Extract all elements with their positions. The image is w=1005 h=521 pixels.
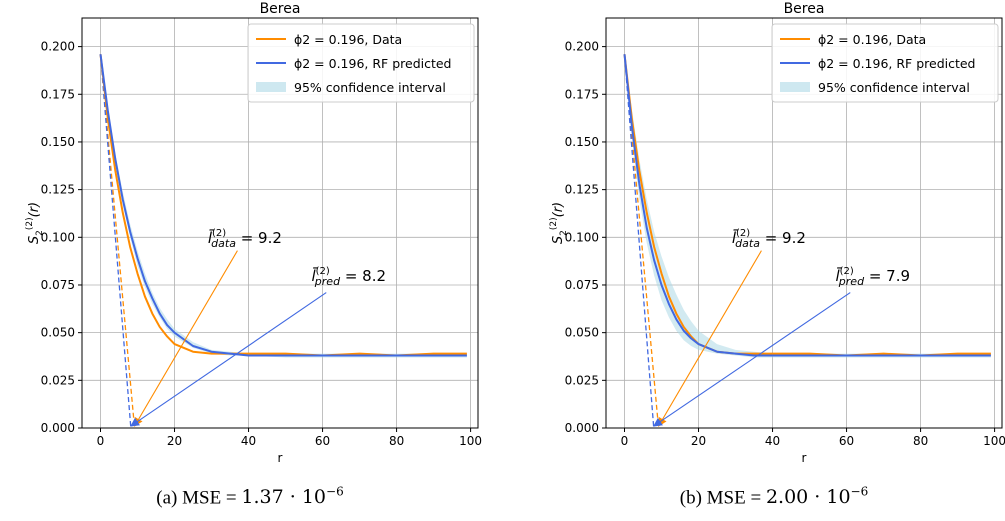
annotation-arrow-a-0: [135, 251, 238, 426]
x-tick-label-b-0: 0: [621, 434, 629, 448]
legend-b: ϕ2 = 0.196, Data ϕ2 = 0.196, RF predicted…: [772, 24, 998, 102]
tangent-line-a-1: [101, 54, 131, 428]
y-tick-label-a-5: 0.125: [41, 183, 75, 197]
y-tick-label-b-8: 0.200: [565, 40, 599, 54]
legend-label-a-1: ϕ2 = 0.196, RF predicted: [294, 56, 452, 71]
x-tick-label-b-4: 80: [913, 434, 928, 448]
x-tick-label-a-4: 80: [389, 434, 404, 448]
y-tick-label-b-0: 0.000: [565, 421, 599, 435]
legend-a: ϕ2 = 0.196, Data ϕ2 = 0.196, RF predicted…: [248, 24, 474, 102]
legend-swatch-b-2: [780, 82, 810, 92]
caption-a: (a) MSE = 1.37 · 10−6: [0, 485, 500, 509]
y-tick-label-b-6: 0.150: [565, 135, 599, 149]
caption-b-dot: · 10: [808, 486, 850, 508]
y-tick-label-a-6: 0.150: [41, 135, 75, 149]
legend-label-b-1: ϕ2 = 0.196, RF predicted: [818, 56, 976, 71]
y-tick-label-a-2: 0.050: [41, 326, 75, 340]
x-tick-label-b-3: 60: [839, 434, 854, 448]
plot-a: Berea l̄(2) data = 9.2 l̄(2) pred = 8.2 0 20 40…: [0, 0, 500, 480]
y-tick-label-a-1: 0.025: [41, 373, 75, 387]
x-tick-label-a-1: 20: [167, 434, 182, 448]
legend-label-b-2: 95% confidence interval: [818, 80, 970, 95]
y-tick-label-b-4: 0.100: [565, 230, 599, 244]
legend-swatch-a-2: [256, 82, 286, 92]
caption-a-exponent: −6: [326, 485, 344, 499]
plot-b: Berea l̄(2) data = 9.2 l̄(2) pred = 7.9 0 20 40…: [524, 0, 1005, 480]
annotation-text-b-0: l̄(2) data = 9.2: [732, 228, 806, 250]
chart-title-b: Berea: [784, 1, 825, 17]
x-axis-label-a: r: [278, 451, 283, 465]
caption-a-dot: · 10: [284, 486, 326, 508]
annotation-text-b-1: l̄(2) pred = 7.9: [835, 266, 910, 288]
caption-b: (b) MSE = 2.00 · 10−6: [524, 485, 1005, 509]
y-tick-label-a-8: 0.200: [41, 40, 75, 54]
caption-a-mantissa: 1.37: [241, 486, 283, 508]
legend-label-b-0: ϕ2 = 0.196, Data: [818, 32, 926, 47]
x-tick-label-b-2: 40: [765, 434, 780, 448]
caption-b-exponent: −6: [851, 485, 869, 499]
y-tick-label-b-7: 0.175: [565, 87, 599, 101]
chart-panel-b: Berea l̄(2) data = 9.2 l̄(2) pred = 7.9 0 20 40…: [524, 0, 1005, 521]
x-tick-label-b-1: 20: [691, 434, 706, 448]
y-tick-label-a-0: 0.000: [41, 421, 75, 435]
y-tick-label-b-2: 0.050: [565, 326, 599, 340]
y-tick-label-b-1: 0.025: [565, 373, 599, 387]
x-tick-label-a-0: 0: [97, 434, 105, 448]
x-tick-label-a-2: 40: [241, 434, 256, 448]
annotation-arrow-b-0: [659, 251, 762, 426]
x-tick-label-b-5: 100: [983, 434, 1005, 448]
y-tick-label-a-4: 0.100: [41, 230, 75, 244]
chart-panel-a: Berea l̄(2) data = 9.2 l̄(2) pred = 8.2 0 20 40…: [0, 0, 500, 521]
annotation-text-a-1: l̄(2) pred = 8.2: [311, 266, 386, 288]
y-tick-label-b-5: 0.125: [565, 183, 599, 197]
caption-b-prefix: (b) MSE =: [680, 487, 766, 508]
legend-label-a-2: 95% confidence interval: [294, 80, 446, 95]
chart-title-a: Berea: [260, 1, 301, 17]
legend-label-a-0: ϕ2 = 0.196, Data: [294, 32, 402, 47]
x-tick-label-a-3: 60: [315, 434, 330, 448]
annotation-text-a-0: l̄(2) data = 9.2: [208, 228, 282, 250]
x-axis-label-b: r: [802, 451, 807, 465]
x-tick-label-a-5: 100: [459, 434, 482, 448]
caption-a-prefix: (a) MSE =: [156, 487, 241, 508]
y-tick-label-a-7: 0.175: [41, 87, 75, 101]
y-tick-label-b-3: 0.075: [565, 278, 599, 292]
caption-b-mantissa: 2.00: [766, 486, 808, 508]
y-tick-label-a-3: 0.075: [41, 278, 75, 292]
